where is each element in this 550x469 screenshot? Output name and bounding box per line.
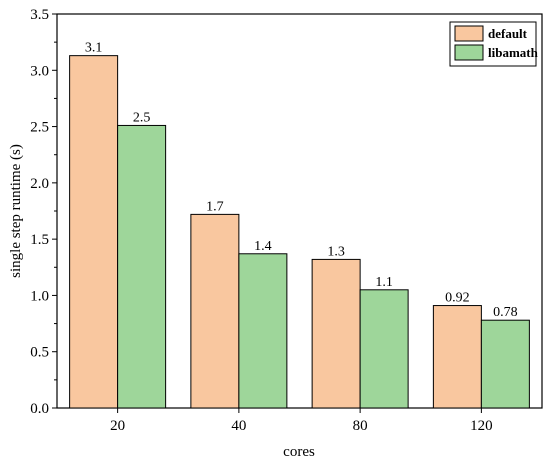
bar-libamath-80	[359, 289, 409, 409]
y-tick-label-0.0: 0.0	[30, 401, 49, 417]
legend: default libamath	[449, 21, 539, 67]
bar-libamath-120	[480, 319, 530, 409]
data-label-libamath-120: 0.78	[493, 305, 518, 320]
data-label-default-120: 0.92	[445, 291, 470, 306]
y-axis-title: single step runtime (s)	[8, 144, 24, 278]
bar-default-120	[432, 305, 482, 409]
bar-default-40	[190, 213, 240, 409]
y-tick-label-2.5: 2.5	[30, 120, 49, 136]
data-label-libamath-20: 2.5	[133, 110, 151, 125]
bar-default-80	[311, 258, 361, 409]
legend-label-libamath: libamath	[488, 45, 539, 60]
y-tick-label-0.5: 0.5	[30, 345, 49, 361]
data-label-libamath-80: 1.1	[375, 275, 393, 290]
x-tick-label-20: 20	[110, 418, 125, 434]
y-tick-label-1.5: 1.5	[30, 232, 49, 248]
y-tick-label-3.0: 3.0	[30, 63, 49, 79]
data-label-default-20: 3.1	[85, 41, 103, 56]
data-label-default-80: 1.3	[327, 244, 345, 259]
bar-default-20	[69, 55, 119, 409]
y-tick-label-1.0: 1.0	[30, 288, 49, 304]
legend-swatch-default	[454, 25, 484, 42]
data-label-default-40: 1.7	[206, 199, 224, 214]
bar-libamath-20	[117, 124, 167, 409]
x-tick-label-120: 120	[470, 418, 493, 434]
bar-libamath-40	[238, 253, 288, 409]
legend-label-default: default	[488, 26, 528, 41]
x-tick-label-40: 40	[231, 418, 246, 434]
y-tick-label-2.0: 2.0	[30, 176, 49, 192]
x-tick-label-80: 80	[353, 418, 368, 434]
x-axis-title: cores	[283, 444, 315, 460]
data-label-libamath-40: 1.4	[254, 239, 272, 254]
legend-swatch-libamath	[454, 44, 484, 61]
y-tick-label-3.5: 3.5	[30, 7, 49, 23]
